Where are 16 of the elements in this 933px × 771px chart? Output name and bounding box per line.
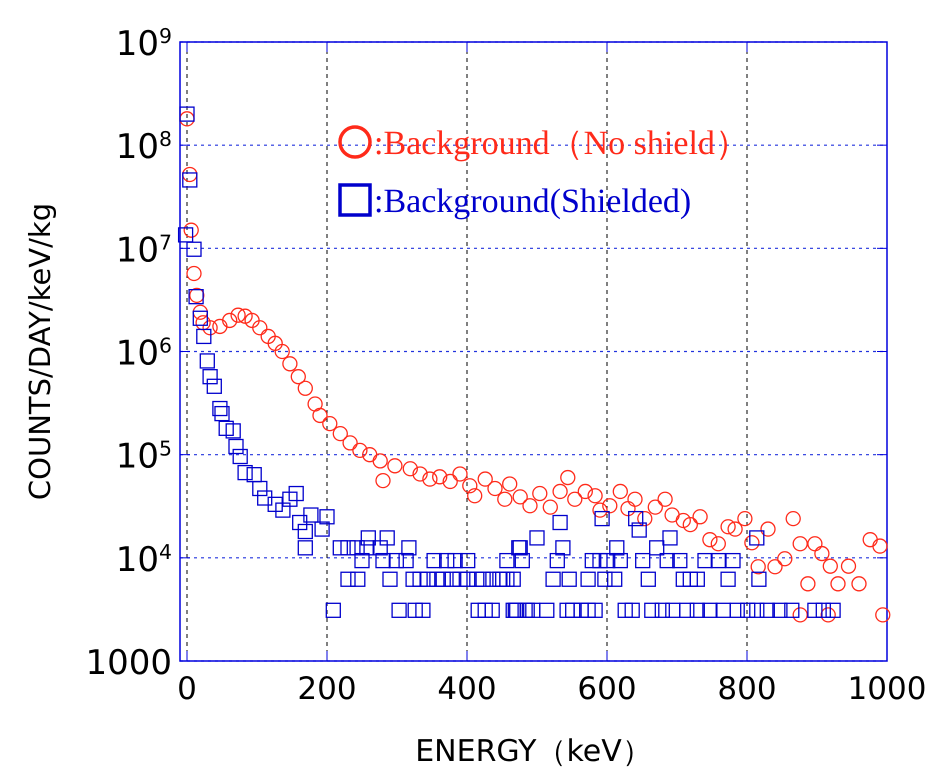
y-tick-label: 10$^{9}$ <box>116 24 172 64</box>
x-tick-label: 800 <box>717 671 777 707</box>
x-tick-label: 0 <box>177 671 197 707</box>
y-tick-label: 10$^{4}$ <box>116 540 172 580</box>
x-tick-label: 600 <box>577 671 637 707</box>
y-tick-label: 10$^{7}$ <box>116 230 172 270</box>
legend-label: :Background（No shield） <box>374 125 749 162</box>
x-tick-label: 200 <box>297 671 357 707</box>
legend-label: :Background(Shielded) <box>374 183 692 220</box>
x-tick-label: 1000 <box>848 671 926 707</box>
y-tick-label: 10$^{8}$ <box>116 127 172 168</box>
x-axis-title: ENERGY（keV） <box>415 734 652 769</box>
x-tick-label: 400 <box>437 671 497 707</box>
y-tick-label: 10$^{5}$ <box>116 436 172 477</box>
y-axis-title: COUNTS/DAY/keV/kg <box>23 202 57 500</box>
y-tick-label: 10$^{6}$ <box>116 334 172 374</box>
